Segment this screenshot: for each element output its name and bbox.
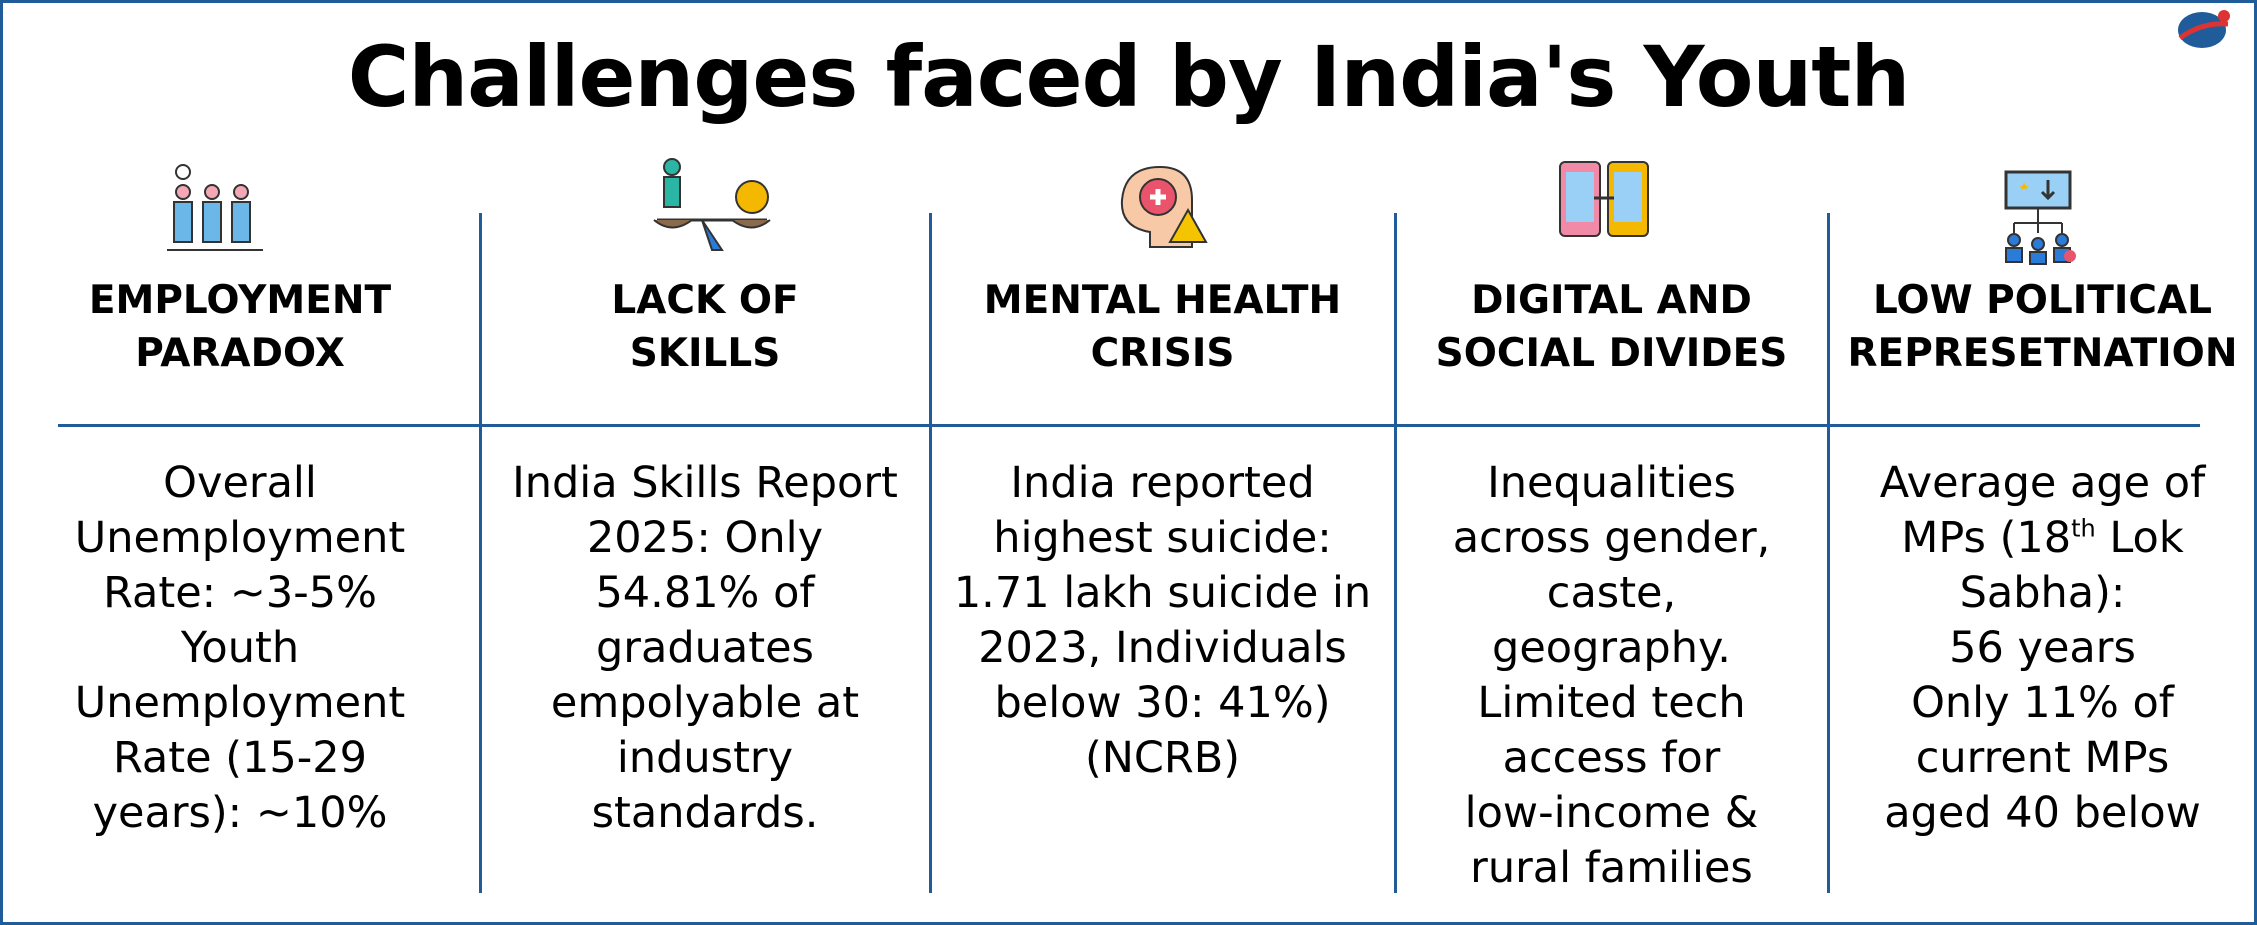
body-line: 1.71 lakh suicide in <box>953 568 1372 618</box>
body-line: 54.81% of <box>595 568 815 618</box>
heading-line: MENTAL HEALTH <box>983 278 1342 323</box>
body-line: Rate (15-29 <box>113 733 367 783</box>
body-line: aged 40 below <box>1884 788 2201 838</box>
column-heading: EMPLOYMENT PARADOX <box>0 274 480 380</box>
column-heading: LOW POLITICAL REPRESETNATION <box>1828 274 2257 380</box>
body-line: 2025: Only <box>586 513 824 563</box>
body-line: standards. <box>591 788 819 838</box>
body-line: geography. <box>1492 623 1731 673</box>
column-body: Inequalities across gender, caste, geograph… <box>1395 456 1828 896</box>
body-line: Inequalities <box>1487 458 1736 508</box>
body-line: rural families <box>1470 843 1753 893</box>
heading-line: LACK OF <box>611 278 799 323</box>
text-segment: Lok <box>2095 513 2184 563</box>
body-line: caste, <box>1546 568 1677 618</box>
superscript: th <box>2071 514 2096 543</box>
body-line: Rate: ~3-5% <box>103 568 377 618</box>
column: LACK OF SKILLS India Skills Report 2025: On… <box>480 0 930 925</box>
divider <box>58 424 2200 427</box>
devices-icon <box>1559 161 1649 237</box>
column-divider <box>929 213 932 893</box>
body-line: Average age of <box>1879 458 2206 508</box>
column: DIGITAL AND SOCIAL DIVIDES Inequalities acr… <box>1395 0 1828 925</box>
body-line: industry <box>616 733 794 783</box>
body-line: across gender, <box>1452 513 1771 563</box>
column-divider <box>1827 213 1830 893</box>
body-line: India reported <box>1010 458 1315 508</box>
body-line: MPs (18th Lok <box>1828 511 2257 566</box>
body-line: 56 years <box>1949 623 2136 673</box>
body-line: Unemployment <box>74 678 406 728</box>
body-line: (NCRB) <box>1084 733 1241 783</box>
body-line: highest suicide: <box>993 513 1332 563</box>
body-line: Limited tech <box>1477 678 1746 728</box>
text-segment: MPs (18 <box>1901 513 2072 563</box>
column: EMPLOYMENT PARADOX Overall Unemployment Rate… <box>0 0 480 925</box>
body-line: Sabha): <box>1959 568 2126 618</box>
logo <box>2178 10 2230 48</box>
column-divider <box>1394 213 1397 893</box>
heading-line: EMPLOYMENT <box>88 278 392 323</box>
heading-line: PARADOX <box>135 331 345 376</box>
body-line: Youth <box>180 623 300 673</box>
column-heading: DIGITAL AND SOCIAL DIVIDES <box>1395 274 1828 380</box>
body-line: empolyable at <box>550 678 860 728</box>
heading-line: REPRESETNATION <box>1847 331 2238 376</box>
people-icon <box>167 164 263 251</box>
mind-icon <box>1120 165 1208 248</box>
column-body: Overall Unemployment Rate: ~3-5% Youth Unemp… <box>0 456 480 841</box>
column-heading: MENTAL HEALTH CRISIS <box>930 274 1395 380</box>
body-line: Unemployment <box>74 513 406 563</box>
scale-icon <box>653 158 771 251</box>
heading-line: SKILLS <box>629 331 781 376</box>
body-line: below 30: 41%) <box>994 678 1331 728</box>
column-body: India Skills Report 2025: Only 54.81% of gr… <box>480 456 930 841</box>
heading-line: SOCIAL DIVIDES <box>1435 331 1788 376</box>
column-body: India reported highest suicide: 1.71 lakh … <box>930 456 1395 786</box>
column-heading: LACK OF SKILLS <box>480 274 930 380</box>
body-line: access for <box>1502 733 1721 783</box>
body-line: current MPs <box>1915 733 2170 783</box>
body-line: years): ~10% <box>92 788 388 838</box>
title: Challenges faced by India's Youth <box>347 28 1911 126</box>
body-line: Overall <box>163 458 317 508</box>
body-line: graduates <box>596 623 814 673</box>
column-body: Average age of MPs (18th Lok Sabha): 56 yea… <box>1828 456 2257 841</box>
heading-line: DIGITAL AND <box>1471 278 1752 323</box>
heading-line: LOW POLITICAL <box>1872 278 2213 323</box>
heading-line: CRISIS <box>1090 331 1235 376</box>
body-line: 2023, Individuals <box>978 623 1347 673</box>
body-line: India Skills Report <box>512 458 898 508</box>
column: MENTAL HEALTH CRISIS India reported highest… <box>930 0 1395 925</box>
voting-icon <box>2004 170 2076 265</box>
body-line: Only 11% of <box>1911 678 2174 728</box>
body-line: low-income & <box>1464 788 1759 838</box>
column: LOW POLITICAL REPRESETNATION Average age o… <box>1828 0 2257 925</box>
column-divider <box>479 213 482 893</box>
